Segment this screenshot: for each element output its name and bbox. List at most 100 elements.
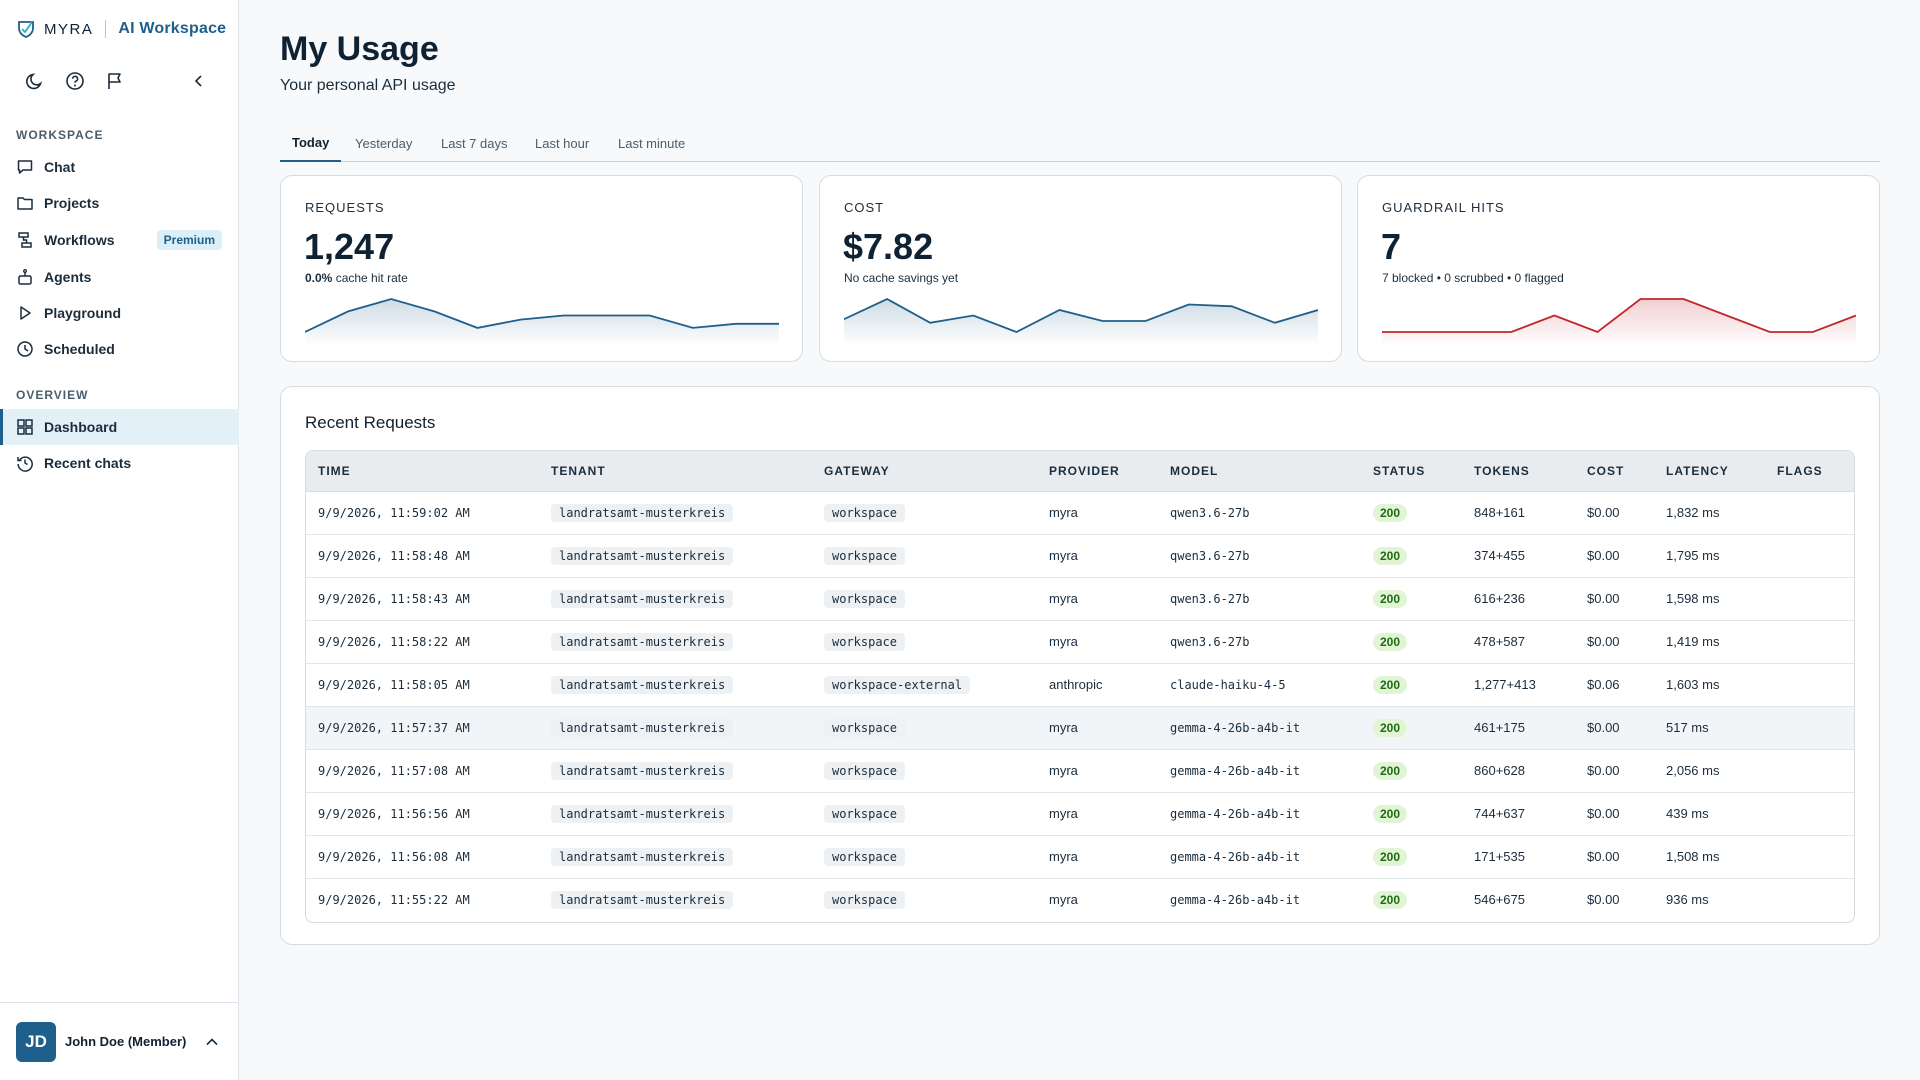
- cell-tenant: landratsamt-musterkreis: [539, 878, 812, 921]
- column-header-status[interactable]: STATUS: [1361, 451, 1462, 492]
- cache-hit-rate: 0.0% cache hit rate: [305, 271, 408, 285]
- moon-icon[interactable]: [22, 68, 48, 94]
- table-row[interactable]: 9/9/2026, 11:58:05 AM landratsamt-musterk…: [306, 663, 1854, 706]
- cell-cost: $0.06: [1587, 677, 1620, 692]
- cell-latency: 936 ms: [1666, 892, 1709, 908]
- tab-last-hour[interactable]: Last hour: [535, 135, 590, 151]
- cell-tenant: landratsamt-musterkreis: [539, 706, 812, 749]
- tab-last-minute[interactable]: Last minute: [618, 135, 686, 151]
- table-row[interactable]: 9/9/2026, 11:58:48 AM landratsamt-musterk…: [306, 534, 1854, 577]
- flag-icon[interactable]: [102, 68, 128, 94]
- sidebar-item-playground[interactable]: Playground: [0, 295, 239, 331]
- cell-latency: 1,598 ms: [1666, 591, 1720, 606]
- cell-provider: myra: [1049, 763, 1078, 778]
- cell-cost: $0.00: [1587, 591, 1620, 606]
- cell-time: 9/9/2026, 11:57:08 AM: [318, 763, 470, 778]
- cell-tenant: landratsamt-musterkreis: [539, 577, 812, 620]
- column-header-latency[interactable]: LATENCY: [1654, 451, 1765, 492]
- cell-cost: $0.00: [1587, 505, 1620, 520]
- sparkline-area: [844, 299, 1318, 346]
- recent-requests-table: TIME TENANT GATEWAY PROVIDER MODEL STATUS TOKE…: [306, 451, 1854, 921]
- cell-flags: [1765, 663, 1854, 706]
- status-badge: 200: [1373, 632, 1408, 651]
- cell-latency: 1,508 ms: [1666, 849, 1720, 864]
- cell-status: 200: [1361, 534, 1462, 577]
- myra-logo-icon: [16, 19, 36, 39]
- cell-cost: $0.00: [1587, 634, 1620, 649]
- table-row[interactable]: 9/9/2026, 11:58:43 AM landratsamt-musterk…: [306, 577, 1854, 620]
- cell-tenant: landratsamt-musterkreis: [539, 835, 812, 878]
- brand[interactable]: MYRA AI Workspace: [16, 18, 226, 40]
- cell-tokens: 860+628: [1474, 763, 1525, 778]
- gateway-chip: workspace: [824, 547, 906, 565]
- column-header-time[interactable]: TIME: [306, 451, 539, 492]
- cell-cost: $0.00: [1587, 763, 1620, 778]
- cell-latency: 517 ms: [1666, 720, 1709, 735]
- cell-model: qwen3.6-27b: [1170, 505, 1250, 520]
- requests-card: REQUESTS 1,247 0.0% cache hit rate: [280, 175, 803, 362]
- table-row[interactable]: 9/9/2026, 11:56:56 AM landratsamt-musterk…: [306, 792, 1854, 835]
- sidebar-item-agents[interactable]: Agents: [0, 259, 239, 295]
- time-range-tabs: Today Yesterday Last 7 days Last hour La…: [280, 124, 1880, 162]
- sidebar-item-workflows[interactable]: Workflows Premium: [0, 222, 239, 258]
- cell-time: 9/9/2026, 11:58:05 AM: [318, 677, 470, 692]
- page-subtitle: Your personal API usage: [280, 77, 456, 94]
- sidebar-item-scheduled[interactable]: Scheduled: [0, 331, 239, 367]
- tab-yesterday[interactable]: Yesterday: [355, 135, 413, 151]
- user-menu[interactable]: JD John Doe (Member): [0, 1002, 239, 1080]
- tab-last-7-days[interactable]: Last 7 days: [441, 135, 508, 151]
- tenant-chip: landratsamt-musterkreis: [551, 590, 734, 608]
- column-header-flags[interactable]: FLAGS: [1765, 451, 1854, 492]
- table-row[interactable]: 9/9/2026, 11:58:22 AM landratsamt-musterk…: [306, 620, 1854, 663]
- status-badge: 200: [1373, 761, 1408, 780]
- sidebar-item-projects[interactable]: Projects: [0, 185, 239, 221]
- sidebar-item-label: Agents: [44, 269, 92, 285]
- tenant-chip: landratsamt-musterkreis: [551, 676, 734, 694]
- cell-gateway: workspace: [812, 577, 1037, 620]
- recent-requests-table-wrap: TIME TENANT GATEWAY PROVIDER MODEL STATUS TOKE…: [305, 450, 1855, 923]
- folder-icon: [16, 194, 34, 212]
- column-header-provider[interactable]: PROVIDER: [1037, 451, 1158, 492]
- gateway-chip: workspace: [824, 762, 906, 780]
- play-icon: [16, 304, 34, 322]
- agent-icon: [16, 268, 34, 286]
- tenant-chip: landratsamt-musterkreis: [551, 762, 734, 780]
- table-row[interactable]: 9/9/2026, 11:57:37 AM landratsamt-musterk…: [306, 706, 1854, 749]
- table-row[interactable]: 9/9/2026, 11:57:08 AM landratsamt-musterk…: [306, 749, 1854, 792]
- cell-status: 200: [1361, 749, 1462, 792]
- cell-model: gemma-4-26b-a4b-it: [1170, 892, 1301, 907]
- tenant-chip: landratsamt-musterkreis: [551, 719, 734, 737]
- table-row[interactable]: 9/9/2026, 11:59:02 AM landratsamt-musterk…: [306, 491, 1854, 534]
- cell-model: gemma-4-26b-a4b-it: [1170, 806, 1301, 821]
- gateway-chip: workspace: [824, 848, 906, 866]
- cell-model: gemma-4-26b-a4b-it: [1170, 763, 1301, 778]
- column-header-tokens[interactable]: TOKENS: [1462, 451, 1575, 492]
- help-circle-icon[interactable]: [62, 68, 88, 94]
- column-header-tenant[interactable]: TENANT: [539, 451, 812, 492]
- tenant-chip: landratsamt-musterkreis: [551, 805, 734, 823]
- column-header-model[interactable]: MODEL: [1158, 451, 1361, 492]
- status-badge: 200: [1373, 718, 1408, 737]
- guardrail-breakdown: 7 blocked • 0 scrubbed • 0 flagged: [1382, 271, 1564, 285]
- tab-today[interactable]: Today: [280, 124, 342, 162]
- column-header-cost[interactable]: COST: [1575, 451, 1654, 492]
- brand-name: MYRA: [44, 20, 94, 38]
- cell-time: 9/9/2026, 11:56:08 AM: [318, 849, 470, 864]
- chevron-left-icon[interactable]: [186, 68, 212, 94]
- table-row[interactable]: 9/9/2026, 11:56:08 AM landratsamt-musterk…: [306, 835, 1854, 878]
- column-header-gateway[interactable]: GATEWAY: [812, 451, 1037, 492]
- chevron-up-icon[interactable]: [203, 1033, 221, 1051]
- gateway-chip: workspace: [824, 504, 906, 522]
- tenant-chip: landratsamt-musterkreis: [551, 891, 734, 910]
- cell-provider: anthropic: [1049, 677, 1103, 692]
- sidebar-item-recent-chats[interactable]: Recent chats: [0, 445, 239, 481]
- requests-value: 1,247: [304, 226, 395, 267]
- overview-section-label: OVERVIEW: [16, 388, 89, 402]
- sidebar-item-chat[interactable]: Chat: [0, 149, 239, 185]
- table-row[interactable]: 9/9/2026, 11:55:22 AM landratsamt-musterk…: [306, 878, 1854, 921]
- sparkline-line: [1382, 298, 1856, 334]
- clock-icon: [16, 340, 34, 358]
- sidebar-item-dashboard[interactable]: Dashboard: [0, 409, 239, 445]
- cell-provider: myra: [1049, 892, 1078, 908]
- sidebar-item-label: Playground: [44, 305, 122, 321]
